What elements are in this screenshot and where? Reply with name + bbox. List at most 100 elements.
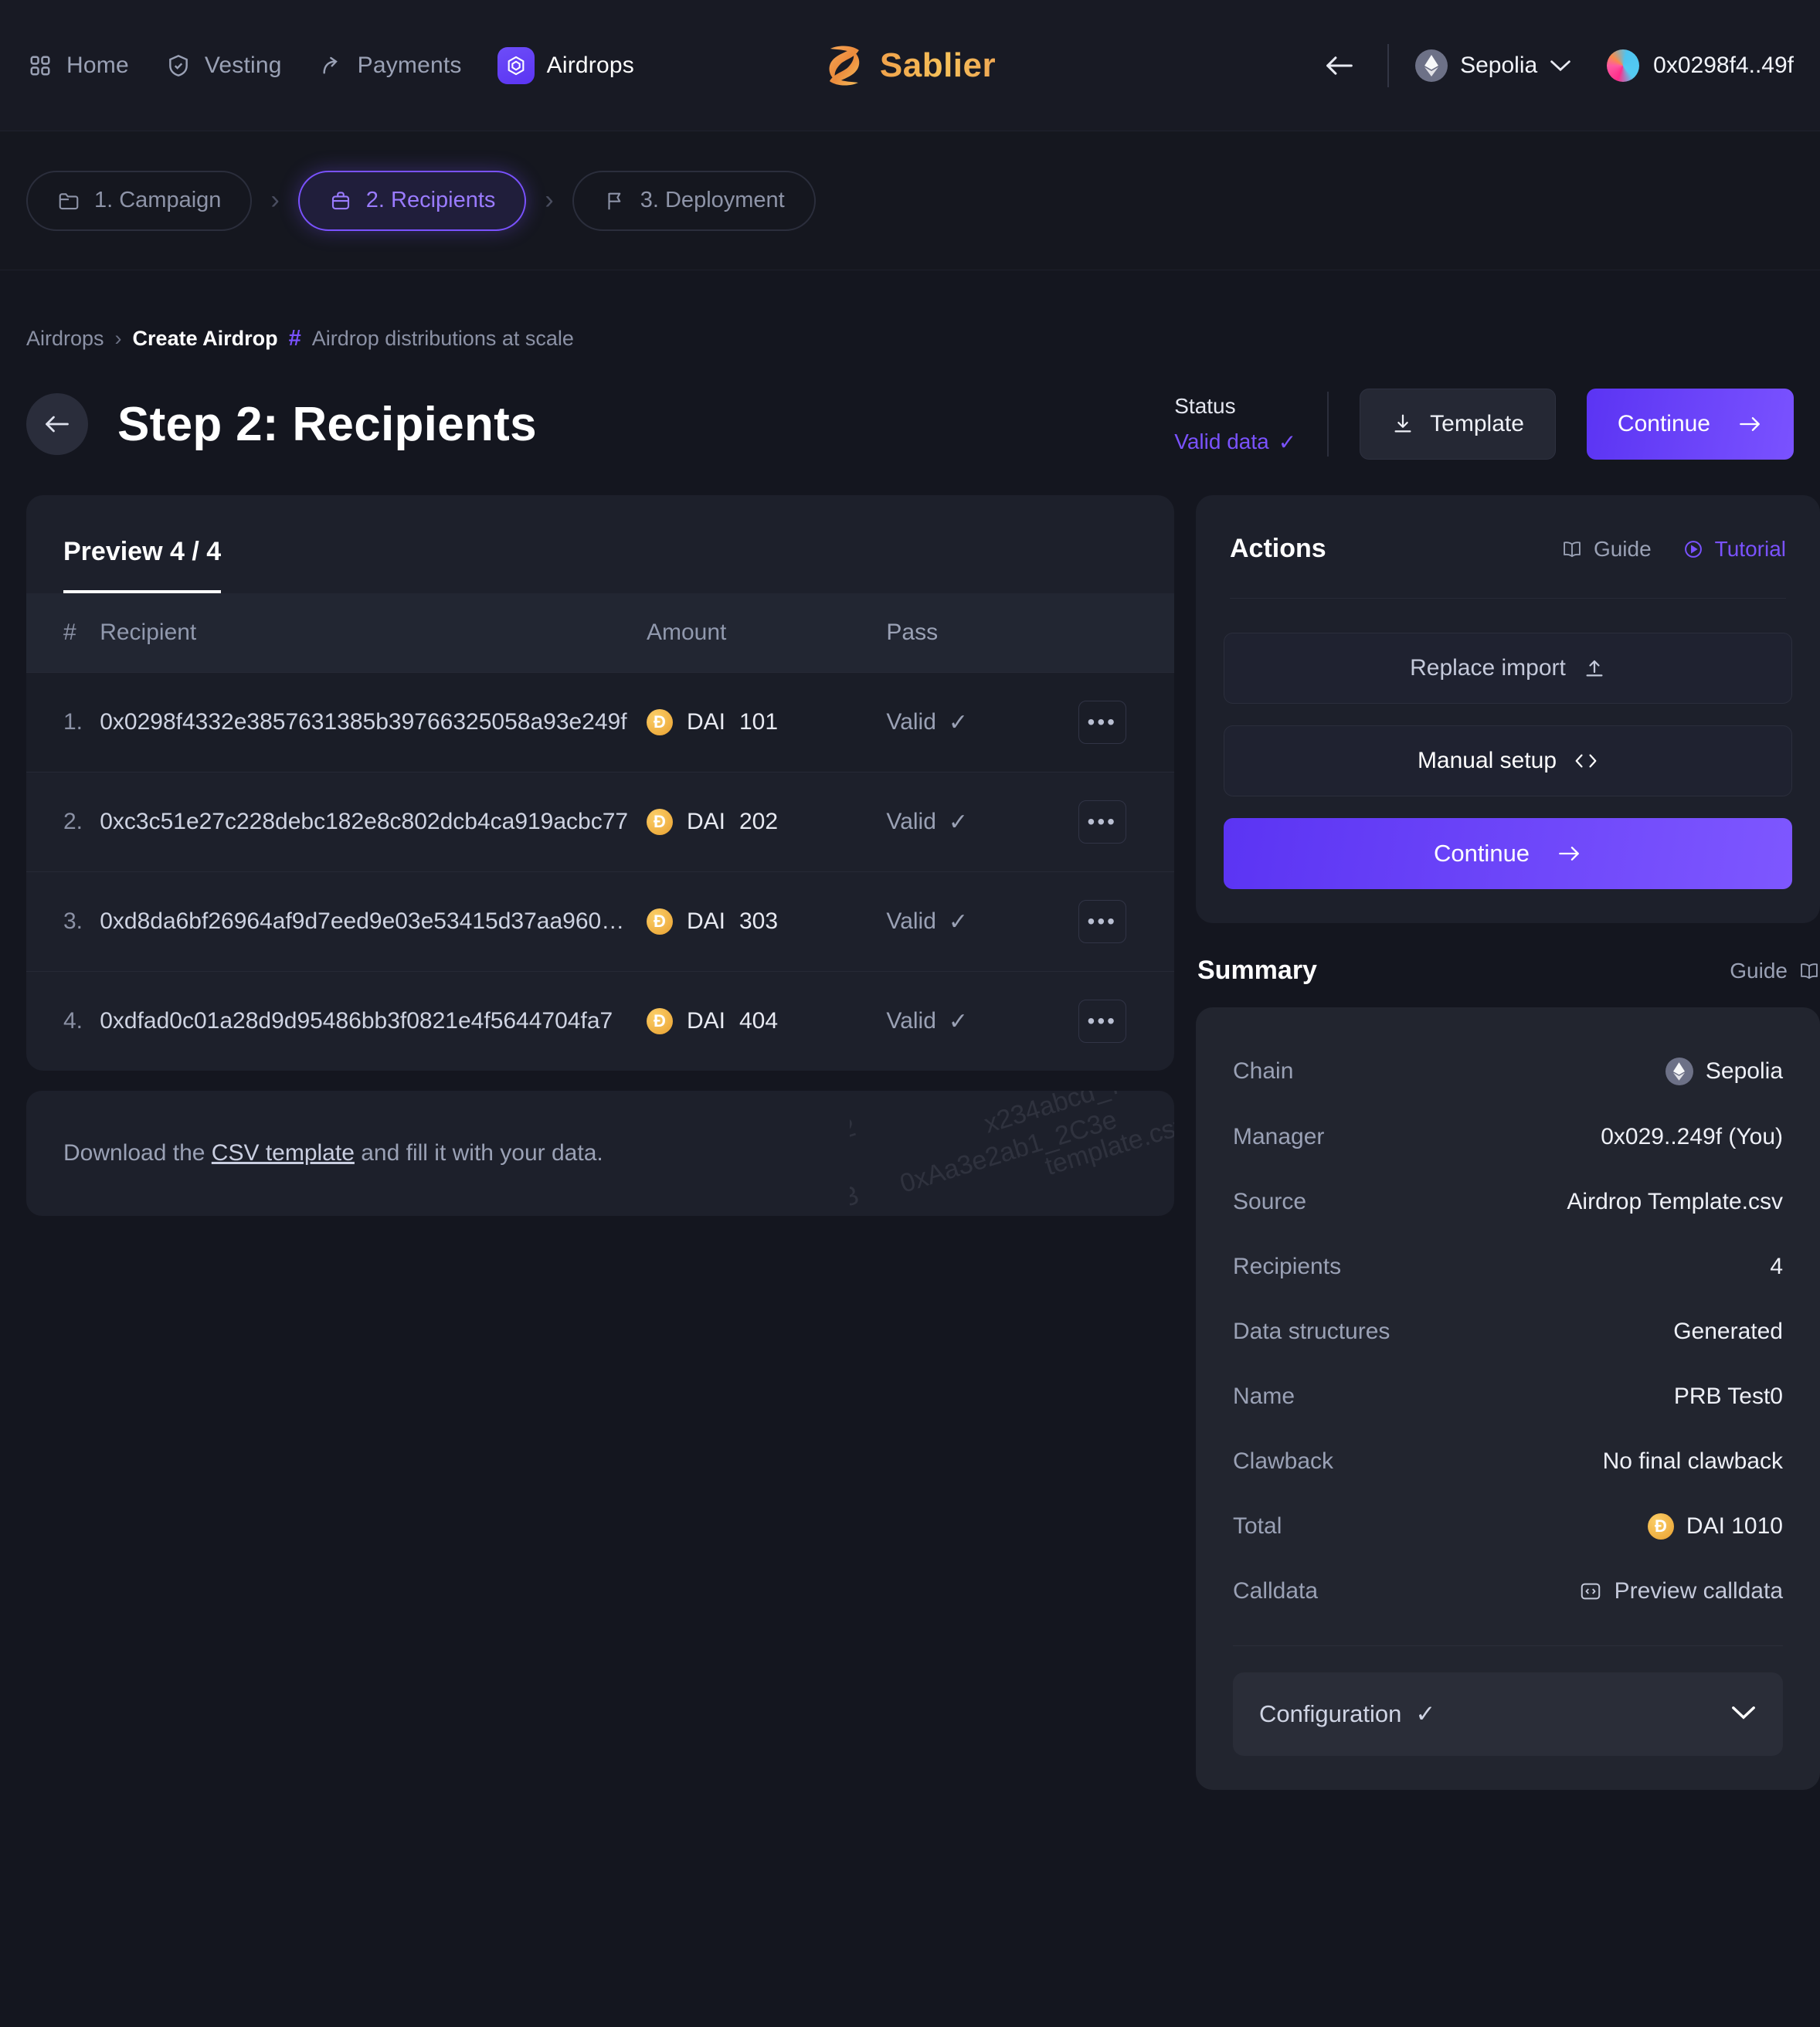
step-label: 3. Deployment xyxy=(640,188,785,212)
csv-template-link[interactable]: CSV template xyxy=(211,1140,355,1166)
tutorial-link[interactable]: Tutorial xyxy=(1682,537,1786,562)
nav-item-airdrops[interactable]: Airdrops xyxy=(497,46,634,84)
status-badge: Valid data ✓ xyxy=(1174,430,1296,455)
summary-row-manager: Manager 0x029..249f (You) xyxy=(1233,1105,1783,1170)
actions-title: Actions xyxy=(1230,534,1326,563)
table-row[interactable]: 4. 0xdfad0c01a28d9d95486bb3f0821e4f56447… xyxy=(26,971,1174,1071)
row-index: 3. xyxy=(26,871,100,972)
guide-label: Guide xyxy=(1593,536,1652,561)
wizard-steps: 1. Campaign › 2. Recipients › 3. Deploym… xyxy=(0,131,1820,270)
summary-value-text: 0x029..249f (You) xyxy=(1601,1124,1783,1149)
row-pass-label: Valid xyxy=(886,809,936,834)
summary-title: Summary xyxy=(1197,956,1317,985)
manual-setup-button[interactable]: Manual setup xyxy=(1224,725,1792,796)
row-recipient: 0xd8da6bf26964af9d7eed9e03e53415d37aa960… xyxy=(100,871,647,972)
preview-tab[interactable]: Preview 4 / 4 xyxy=(63,537,222,593)
sablier-logo[interactable]: Sablier xyxy=(824,44,996,87)
divider xyxy=(1387,43,1390,87)
nav-item-label: Payments xyxy=(357,52,462,78)
recipients-table: # Recipient Amount Pass 1. 0x0298f4332e3… xyxy=(26,593,1174,1071)
back-button[interactable] xyxy=(26,393,88,455)
breadcrumb-root[interactable]: Airdrops xyxy=(26,327,104,350)
summary-value-text: 4 xyxy=(1770,1254,1783,1279)
summary-row-chain: Chain Sepolia xyxy=(1233,1038,1783,1105)
row-index: 1. xyxy=(26,672,100,772)
chevron-down-icon xyxy=(1730,1704,1757,1725)
grid-icon xyxy=(26,52,54,80)
step-label: 2. Recipients xyxy=(365,188,496,212)
code-box-icon xyxy=(1581,1583,1600,1600)
summary-row-data-structures: Data structures Generated xyxy=(1233,1299,1783,1364)
continue-button-top[interactable]: Continue xyxy=(1586,389,1794,460)
csv-banner-suffix: and fill it with your data. xyxy=(354,1140,603,1166)
summary-key: Recipients xyxy=(1233,1254,1342,1279)
replace-import-button[interactable]: Replace import xyxy=(1224,633,1792,704)
row-menu-button[interactable]: ••• xyxy=(1078,1000,1126,1043)
row-token: DAI xyxy=(686,809,725,834)
summary-value-text: Airdrop Template.csv xyxy=(1567,1189,1783,1214)
summary-guide-link[interactable]: Guide xyxy=(1730,959,1820,983)
row-recipient: 0xdfad0c01a28d9d95486bb3f0821e4f5644704f… xyxy=(100,971,647,1071)
divider xyxy=(1233,1645,1783,1646)
guide-link[interactable]: Guide xyxy=(1561,537,1652,562)
continue-label: Continue xyxy=(1433,840,1530,867)
row-amount-value: 202 xyxy=(739,809,779,834)
column-header-pass: Pass xyxy=(886,593,1078,673)
sablier-mark-icon xyxy=(829,45,860,86)
main-columns: Preview 4 / 4 # Recipient Amount Pass xyxy=(26,495,1820,1790)
actions-body: Replace import Manual setup Continue xyxy=(1196,599,1820,923)
row-token: DAI xyxy=(686,709,725,735)
page-header: Step 2: Recipients Status Valid data ✓ T… xyxy=(26,389,1794,460)
step-campaign[interactable]: 1. Campaign xyxy=(26,170,253,231)
template-button[interactable]: Template xyxy=(1360,389,1556,460)
summary-row-recipients: Recipients 4 xyxy=(1233,1234,1783,1299)
ethereum-icon xyxy=(1665,1058,1693,1085)
csv-decoration-image: 2 3 0xAa3e2ab1_2C3e x234abcd_78be templa… xyxy=(850,1091,1174,1216)
arrow-left-icon xyxy=(46,416,69,433)
chain-selector[interactable]: Sepolia xyxy=(1415,49,1571,82)
csv-banner-prefix: Download the xyxy=(63,1140,212,1166)
step-recipients[interactable]: 2. Recipients xyxy=(297,170,527,231)
configuration-label: Configuration xyxy=(1259,1700,1402,1727)
ethereum-icon xyxy=(1415,49,1448,82)
summary-value: Ð DAI 1010 xyxy=(1647,1513,1783,1540)
flag-icon xyxy=(608,192,621,209)
csv-deco-line: 2 xyxy=(850,1112,859,1145)
row-menu-cell: ••• xyxy=(1078,772,1174,872)
configuration-accordion[interactable]: Configuration ✓ xyxy=(1233,1672,1783,1756)
row-menu-button[interactable]: ••• xyxy=(1078,900,1126,943)
nav-item-payments[interactable]: Payments xyxy=(317,52,462,80)
table-row[interactable]: 2. 0xc3c51e27c228debc182e8c802dcb4ca919a… xyxy=(26,772,1174,872)
row-menu-button[interactable]: ••• xyxy=(1078,701,1126,744)
preview-calldata-label: Preview calldata xyxy=(1614,1578,1783,1604)
summary-value-text: Sepolia xyxy=(1705,1058,1783,1084)
download-icon xyxy=(1394,414,1411,433)
summary-header: Summary Guide xyxy=(1196,956,1820,986)
primary-nav: Home Vesting Payments xyxy=(26,46,634,84)
hash-icon: # xyxy=(288,326,301,351)
nav-item-home[interactable]: Home xyxy=(26,52,129,80)
step-deployment[interactable]: 3. Deployment xyxy=(572,170,816,231)
row-pass: Valid ✓ xyxy=(886,772,1078,872)
breadcrumb: Airdrops › Create Airdrop # Airdrop dist… xyxy=(26,326,1794,351)
row-recipient: 0xc3c51e27c228debc182e8c802dcb4ca919acbc… xyxy=(100,772,647,872)
table-row[interactable]: 1. 0x0298f4332e3857631385b39766325058a93… xyxy=(26,672,1174,772)
wallet-button[interactable]: 0x0298f4..49f xyxy=(1607,49,1794,82)
dai-coin-icon: Ð xyxy=(646,908,673,935)
nav-back-button[interactable] xyxy=(1318,44,1361,87)
row-recipient: 0x0298f4332e3857631385b39766325058a93e24… xyxy=(100,672,647,772)
preview-calldata-link[interactable]: Preview calldata xyxy=(1579,1578,1783,1604)
nav-item-vesting[interactable]: Vesting xyxy=(165,52,282,80)
continue-button[interactable]: Continue xyxy=(1224,818,1792,889)
summary-row-total: Total Ð DAI 1010 xyxy=(1233,1494,1783,1559)
csv-template-banner: Download the CSV template and fill it wi… xyxy=(26,1091,1174,1216)
dai-coin-icon: Ð xyxy=(646,1008,673,1034)
table-row[interactable]: 3. 0xd8da6bf26964af9d7eed9e03e53415d37aa… xyxy=(26,871,1174,972)
top-navigation-bar: Home Vesting Payments xyxy=(0,0,1820,131)
page-content: Airdrops › Create Airdrop # Airdrop dist… xyxy=(0,326,1820,1790)
row-menu-button[interactable]: ••• xyxy=(1078,800,1126,844)
check-icon: ✓ xyxy=(1278,430,1297,454)
summary-key: Clawback xyxy=(1233,1448,1334,1474)
code-icon xyxy=(1575,754,1597,768)
check-icon: ✓ xyxy=(948,908,969,935)
